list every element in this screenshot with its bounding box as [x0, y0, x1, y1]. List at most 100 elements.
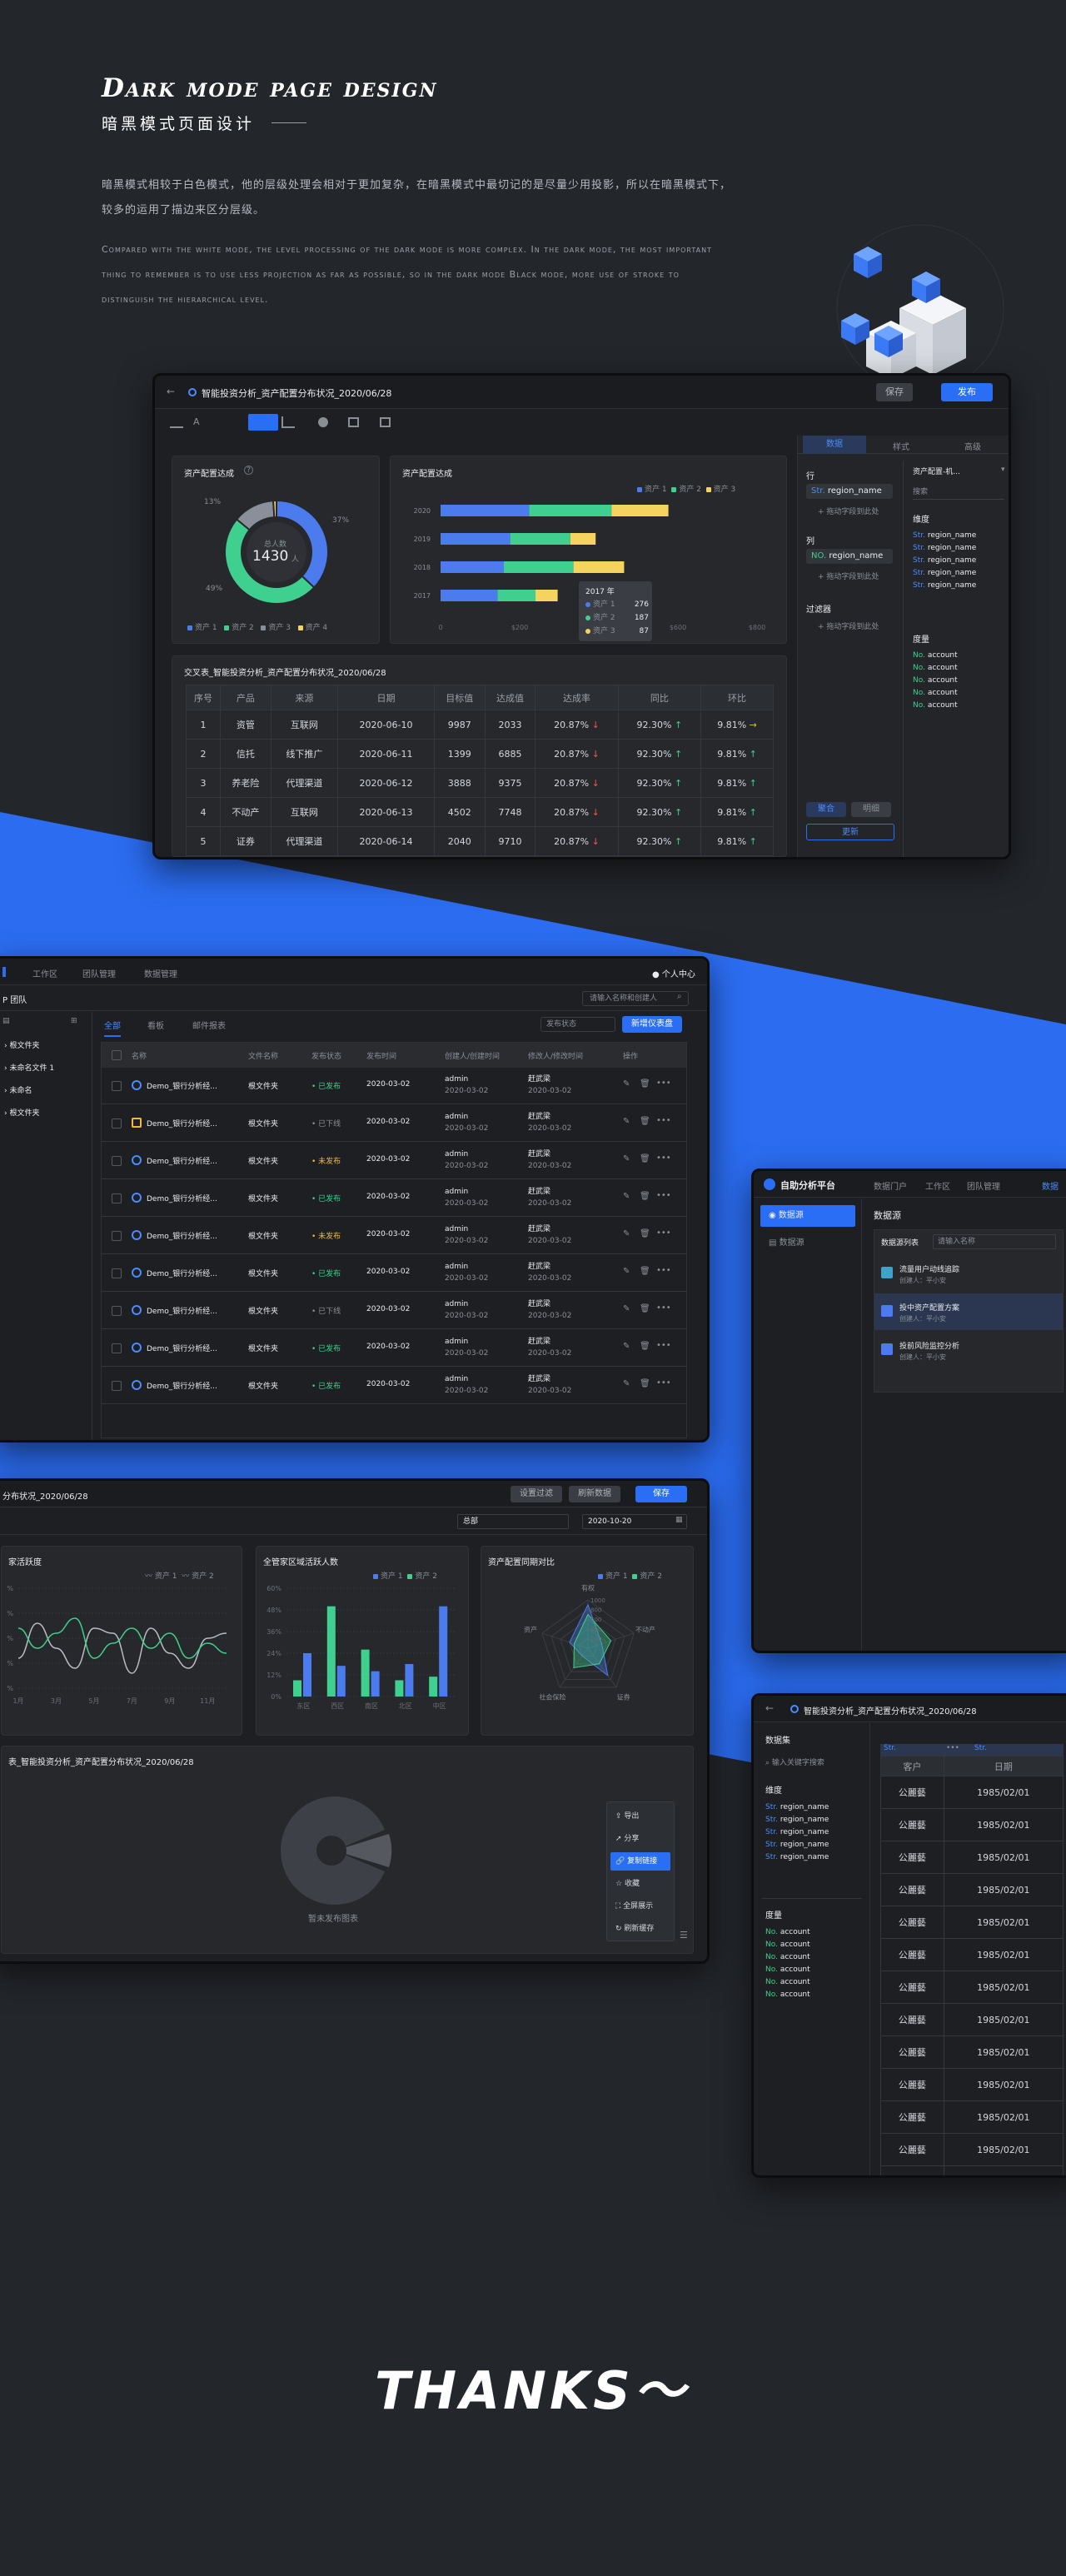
- delete-icon[interactable]: 🗑: [640, 1154, 650, 1163]
- nav-team[interactable]: 团队管理: [82, 970, 116, 979]
- row-checkbox[interactable]: [112, 1306, 122, 1316]
- calendar-icon[interactable]: ▦: [675, 1516, 683, 1524]
- nav-portal[interactable]: 数据门户: [874, 1183, 907, 1192]
- file-name[interactable]: Demo_银行分析经...: [147, 1158, 217, 1166]
- more-icon[interactable]: •••: [656, 1303, 671, 1313]
- field-item[interactable]: No. account: [913, 651, 958, 660]
- field-item[interactable]: Str. region_name: [765, 1828, 829, 1836]
- table-tool-icon[interactable]: [348, 417, 359, 427]
- update-button[interactable]: 更新: [806, 824, 894, 840]
- more-icon[interactable]: •••: [656, 1378, 671, 1388]
- aggregate-button[interactable]: 聚合: [806, 802, 846, 817]
- edit-icon[interactable]: ✎: [623, 1117, 630, 1126]
- nav-workspace[interactable]: 工作区: [32, 970, 57, 979]
- more-icon[interactable]: •••: [656, 1266, 671, 1275]
- tab-board[interactable]: 看板: [147, 1022, 164, 1031]
- select-all-checkbox[interactable]: [112, 1050, 122, 1060]
- field-item[interactable]: No. account: [765, 1941, 810, 1949]
- delete-icon[interactable]: 🗑: [640, 1192, 650, 1201]
- menu-item[interactable]: ⇪ 导出: [615, 1812, 640, 1821]
- delete-icon[interactable]: 🗑: [640, 1304, 650, 1313]
- grid-tool-icon[interactable]: [380, 417, 391, 427]
- sidebar-item-datasource[interactable]: ◉ 数据源: [760, 1205, 855, 1227]
- more-icon[interactable]: •••: [656, 1153, 671, 1163]
- tab-mail[interactable]: 邮件报表: [192, 1022, 226, 1031]
- search-input[interactable]: 请输入名称和创建人: [582, 991, 689, 1006]
- file-name[interactable]: Demo_银行分析经...: [147, 1120, 217, 1129]
- filter-drop-hint[interactable]: + 拖动字段到此处: [818, 623, 879, 631]
- field-item[interactable]: Str. region_name: [765, 1841, 829, 1849]
- tab-style[interactable]: 样式: [893, 443, 909, 452]
- back-button[interactable]: ←: [765, 1702, 775, 1714]
- field-item[interactable]: Str. region_name: [765, 1853, 829, 1861]
- ds-list-item[interactable]: 投前风险监控分析 创建人：平小安: [874, 1332, 1063, 1368]
- col-drop-hint[interactable]: + 拖动字段到此处: [818, 573, 879, 581]
- row-checkbox[interactable]: [112, 1119, 122, 1129]
- filter-icon[interactable]: [170, 416, 183, 428]
- nav-data[interactable]: 数据管理: [144, 970, 177, 979]
- edit-icon[interactable]: ✎: [623, 1229, 630, 1238]
- row-checkbox[interactable]: [112, 1156, 122, 1166]
- sidebar-item-datasource-2[interactable]: ▤ 数据源: [769, 1238, 804, 1248]
- tree-item[interactable]: › 根文件夹: [4, 1042, 40, 1050]
- file-name[interactable]: Demo_银行分析经...: [147, 1233, 217, 1241]
- menu-toggle-icon[interactable]: ☰: [680, 1930, 688, 1941]
- delete-icon[interactable]: 🗑: [640, 1267, 650, 1276]
- field-item[interactable]: Str. region_name: [765, 1816, 829, 1824]
- nav-data[interactable]: 数据: [1042, 1183, 1059, 1192]
- file-name[interactable]: Demo_银行分析经...: [147, 1308, 217, 1316]
- row-checkbox[interactable]: [112, 1268, 122, 1278]
- field-item[interactable]: No. account: [765, 1991, 810, 1999]
- more-icon[interactable]: •••: [656, 1228, 671, 1238]
- menu-item[interactable]: ➚ 分享: [615, 1835, 640, 1843]
- edit-icon[interactable]: ✎: [623, 1267, 630, 1276]
- row-checkbox[interactable]: [112, 1231, 122, 1241]
- file-name[interactable]: Demo_银行分析经...: [147, 1345, 217, 1353]
- row-drop-hint[interactable]: + 拖动字段到此处: [818, 508, 879, 516]
- more-icon[interactable]: •••: [656, 1079, 671, 1088]
- pie-chart-tool-icon[interactable]: [318, 417, 328, 427]
- delete-icon[interactable]: 🗑: [640, 1379, 650, 1388]
- detail-search[interactable]: ⌕ 输入关键字搜索: [765, 1759, 824, 1767]
- search-icon[interactable]: ⌕: [677, 992, 682, 1001]
- field-item[interactable]: Str. region_name: [913, 556, 977, 565]
- file-name[interactable]: Demo_银行分析经...: [147, 1083, 217, 1091]
- menu-item[interactable]: ↻ 刷新缓存: [615, 1925, 655, 1933]
- edit-icon[interactable]: ✎: [623, 1379, 630, 1388]
- field-item[interactable]: Str. region_name: [913, 569, 977, 577]
- new-folder-icon[interactable]: ⊞: [71, 1017, 77, 1025]
- row-checkbox[interactable]: [112, 1081, 122, 1091]
- user-center[interactable]: ● 个人中心: [652, 970, 695, 979]
- row-checkbox[interactable]: [112, 1381, 122, 1391]
- date-picker[interactable]: 2020-10-20: [582, 1514, 687, 1529]
- ds-list-item[interactable]: 投中资产配置方案 创建人：平小安: [874, 1293, 1063, 1330]
- nav-team[interactable]: 团队管理: [967, 1183, 1000, 1192]
- refresh-data-button[interactable]: 刷新数据: [569, 1486, 620, 1502]
- dataset-select[interactable]: 资产配置-机...: [913, 468, 960, 476]
- field-item[interactable]: Str. region_name: [765, 1803, 829, 1811]
- tab-data[interactable]: 数据: [803, 436, 866, 454]
- field-item[interactable]: No. account: [913, 676, 958, 685]
- tab-all[interactable]: 全部: [104, 1019, 121, 1037]
- save-button[interactable]: 保存: [876, 383, 913, 401]
- edit-icon[interactable]: ✎: [623, 1342, 630, 1351]
- field-item[interactable]: No. account: [765, 1928, 810, 1936]
- more-icon[interactable]: •••: [656, 1116, 671, 1125]
- field-item[interactable]: No. account: [765, 1978, 810, 1986]
- detail-button[interactable]: 明细: [851, 802, 891, 817]
- col-field-chip[interactable]: NO. region_name: [806, 549, 893, 564]
- edit-icon[interactable]: ✎: [623, 1304, 630, 1313]
- tree-item[interactable]: › 未命名: [4, 1087, 32, 1095]
- ds-list-item[interactable]: 流量用户动线追踪 创建人：平小安: [874, 1255, 1063, 1292]
- region-select[interactable]: 总部: [457, 1514, 569, 1529]
- field-item[interactable]: Str. region_name: [913, 531, 977, 540]
- field-item[interactable]: Str. region_name: [913, 581, 977, 590]
- field-item[interactable]: No. account: [913, 664, 958, 672]
- line-chart-tool-icon[interactable]: [281, 416, 295, 428]
- field-item[interactable]: Str. region_name: [913, 544, 977, 552]
- more-icon[interactable]: •••: [656, 1341, 671, 1350]
- field-item[interactable]: No. account: [913, 701, 958, 710]
- menu-item[interactable]: ☆ 收藏: [615, 1880, 640, 1888]
- tree-item[interactable]: › 根文件夹: [4, 1109, 40, 1118]
- new-dashboard-button[interactable]: 新增仪表盘: [622, 1016, 682, 1033]
